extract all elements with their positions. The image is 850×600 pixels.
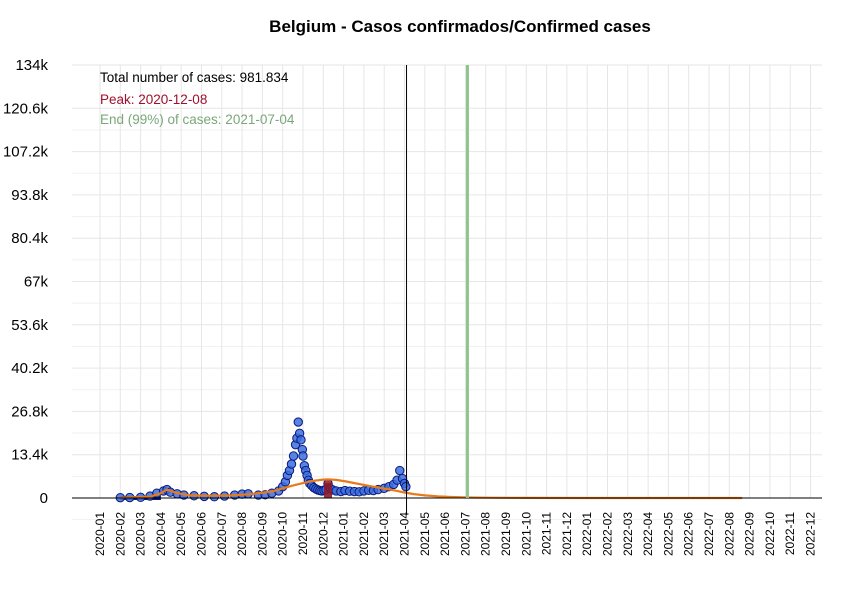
x-tick-label: 2020-09 — [255, 512, 269, 556]
y-tick-label: 120.6k — [3, 100, 49, 117]
plot-area — [115, 417, 743, 503]
data-point — [288, 451, 299, 461]
peak-marker — [324, 483, 333, 498]
x-tick-label: 2020-08 — [235, 512, 249, 556]
x-tick-label: 2021-11 — [540, 512, 554, 555]
x-tick-label: 2022-01 — [580, 512, 594, 556]
y-tick-label: 26.8k — [11, 403, 48, 420]
x-tick-label: 2020-02 — [113, 512, 127, 556]
x-tick-label: 2022-07 — [702, 512, 716, 556]
data-point — [286, 459, 297, 469]
x-tick-label: 2020-03 — [134, 512, 148, 556]
total-cases-annotation: Total number of cases: 981.834 — [100, 70, 289, 85]
y-tick-label: 0 — [40, 490, 48, 507]
x-tick-label: 2022-08 — [722, 512, 736, 556]
x-tick-label: 2022-09 — [743, 512, 757, 556]
x-tick-label: 2021-05 — [418, 512, 432, 556]
x-tick-label: 2021-04 — [398, 512, 412, 556]
data-point — [395, 465, 405, 476]
x-tick-label: 2021-09 — [499, 512, 513, 556]
x-tick-label: 2021-01 — [337, 512, 351, 556]
x-tick-label: 2022-11 — [783, 512, 797, 555]
y-tick-label: 53.6k — [11, 317, 48, 334]
x-tick-label: 2020-07 — [215, 512, 229, 556]
x-tick-label: 2020-04 — [154, 512, 168, 556]
grid — [72, 64, 822, 521]
x-tick-label: 2022-12 — [804, 512, 818, 556]
y-tick-label: 40.2k — [11, 360, 48, 377]
x-tick-label: 2021-06 — [438, 512, 452, 556]
x-tick-label: 2022-05 — [661, 512, 675, 556]
fitted-curve-line — [120, 478, 743, 500]
y-tick-label: 93.8k — [11, 187, 48, 204]
y-tick-label: 13.4k — [11, 447, 48, 464]
x-tick-label: 2021-12 — [560, 512, 574, 556]
x-tick-label: 2020-01 — [93, 512, 107, 556]
y-tick-label: 67k — [24, 274, 49, 291]
x-tick-label: 2020-06 — [195, 512, 209, 556]
x-tick-label: 2022-03 — [621, 512, 635, 556]
data-point — [293, 417, 303, 427]
y-tick-label: 80.4k — [11, 230, 48, 247]
x-tick-label: 2020-12 — [316, 512, 330, 556]
x-tick-label: 2021-02 — [357, 512, 371, 556]
y-tick-labels: 0 13.4k 26.8k 40.2k 53.6k 67k 80.4k 93.8k 107.2k… — [3, 57, 49, 507]
x-tick-label: 2022-10 — [763, 512, 777, 556]
x-tick-label: 2022-06 — [682, 512, 696, 556]
x-tick-label: 2022-02 — [601, 512, 615, 556]
y-tick-label: 107.2k — [3, 144, 49, 161]
chart-title: Belgium - Casos confirmados/Confirmed ca… — [269, 17, 651, 36]
x-tick-label: 2020-10 — [276, 512, 290, 556]
x-tick-label: 2021-08 — [479, 512, 493, 556]
x-tick-label: 2022-04 — [641, 512, 655, 556]
x-tick-label: 2021-10 — [519, 512, 533, 556]
x-tick-labels: 2020-01 2020-02 2020-03 2020-04 2020-05 2020-… — [93, 512, 818, 556]
data-point — [298, 451, 308, 461]
axes — [72, 65, 822, 515]
y-tick-label: 134k — [15, 57, 48, 74]
data-point — [401, 481, 411, 492]
x-tick-label: 2021-03 — [377, 512, 391, 556]
end-annotation: End (99%) of cases: 2021-07-04 — [100, 112, 295, 127]
data-point — [296, 435, 306, 445]
x-tick-label: 2020-11 — [296, 512, 310, 555]
peak-annotation: Peak: 2020-12-08 — [100, 92, 207, 107]
x-tick-label: 2020-05 — [174, 512, 188, 556]
x-tick-label: 2021-07 — [458, 512, 472, 556]
